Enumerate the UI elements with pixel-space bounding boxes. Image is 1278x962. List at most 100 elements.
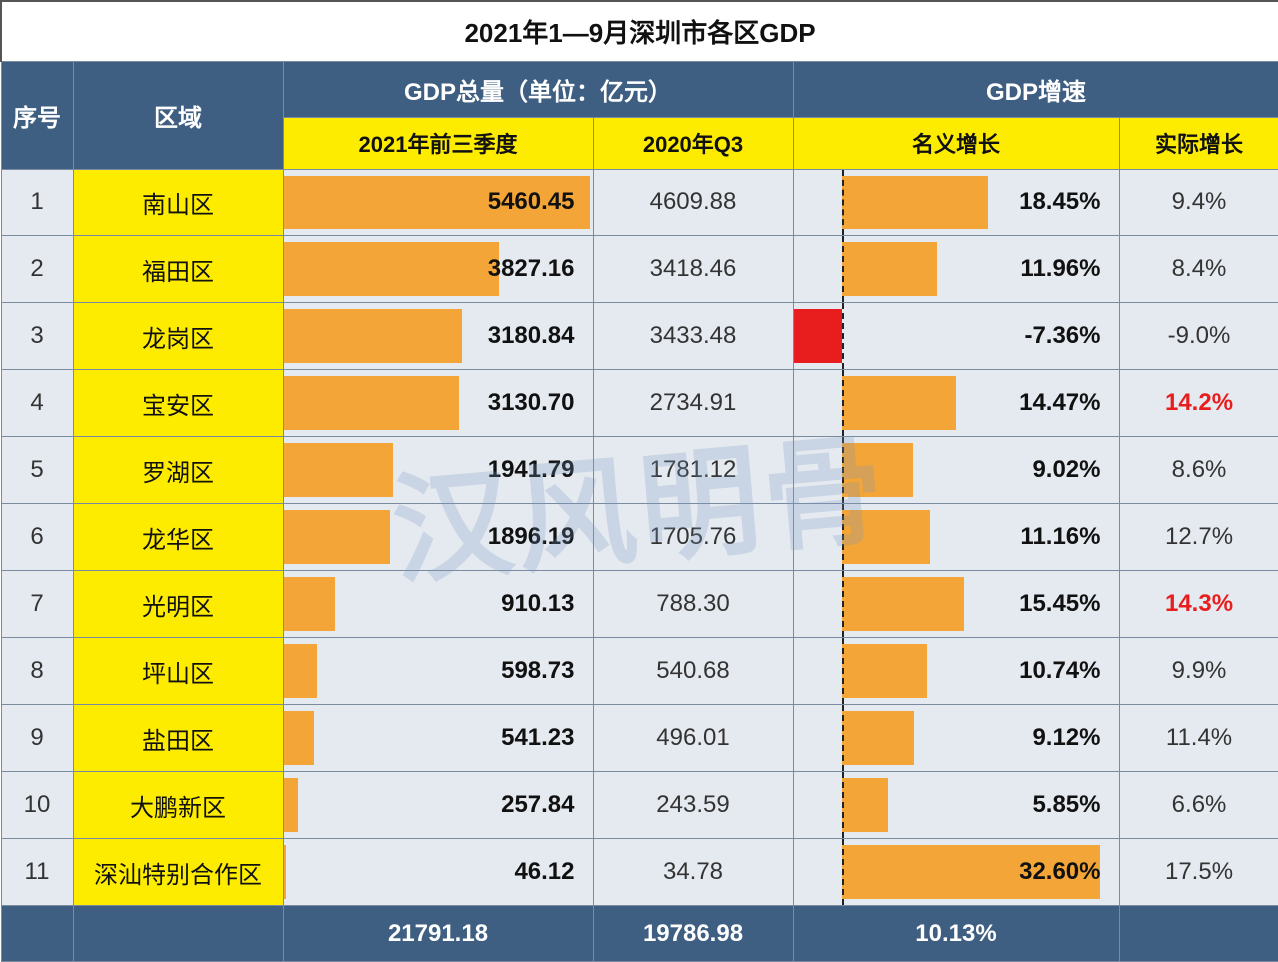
cell-rank: 8 [1,638,73,705]
total-blank-rank [1,906,73,962]
total-blank-real [1119,906,1278,962]
cell-nominal-growth: 9.02% [793,437,1119,504]
nominal-value: -7.36% [794,324,1119,348]
cell-nominal-growth: 11.16% [793,504,1119,571]
header-gdp-2020: 2020年Q3 [593,117,793,169]
real-value: 12.7% [1165,523,1233,550]
cell-real-growth: 9.9% [1119,638,1278,705]
real-value: 8.6% [1172,456,1227,483]
cell-rank: 9 [1,705,73,772]
table-row: 11深汕特别合作区46.1234.7832.60%17.5% [1,839,1278,906]
nominal-value: 11.16% [794,525,1119,549]
gdp-2021-value: 3130.70 [284,391,593,415]
header-gdp-total-group: GDP总量（单位：亿元） [283,61,793,117]
cell-rank: 6 [1,504,73,571]
gdp-2021-value: 910.13 [284,592,593,616]
gdp-2021-value: 5460.45 [284,190,593,214]
nominal-value: 9.12% [794,726,1119,750]
cell-gdp-2020: 788.30 [593,571,793,638]
table-row: 6龙华区1896.191705.7611.16%12.7% [1,504,1278,571]
real-value: 8.4% [1172,255,1227,282]
gdp-2021-value: 1896.19 [284,525,593,549]
table-row: 1南山区5460.454609.8818.45%9.4% [1,169,1278,236]
cell-gdp-2020: 540.68 [593,638,793,705]
cell-gdp-2020: 3418.46 [593,236,793,303]
total-blank-region [73,906,283,962]
gdp-table: 2021年1—9月深圳市各区GDP 序号 区域 GDP总量（单位：亿元） GDP… [0,0,1278,962]
cell-real-growth: 8.6% [1119,437,1278,504]
table-row: 2福田区3827.163418.4611.96%8.4% [1,236,1278,303]
cell-region: 罗湖区 [73,437,283,504]
gdp-2021-value: 541.23 [284,726,593,750]
nominal-value: 9.02% [794,458,1119,482]
nominal-value: 10.74% [794,659,1119,683]
table-row: 8坪山区598.73540.6810.74% 9.9% [1,638,1278,705]
gdp-2021-value: 1941.79 [284,458,593,482]
real-value: -9.0% [1168,322,1231,349]
nominal-value: 32.60% [794,860,1119,884]
cell-region: 坪山区 [73,638,283,705]
cell-nominal-growth: 18.45% [793,169,1119,236]
cell-real-growth: 6.6% [1119,772,1278,839]
cell-real-growth: 17.5% [1119,839,1278,906]
gdp-2021-value: 3180.84 [284,324,593,348]
cell-rank: 3 [1,303,73,370]
cell-gdp-2020: 1705.76 [593,504,793,571]
cell-gdp-2020: 2734.91 [593,370,793,437]
header-rank: 序号 [1,61,73,169]
header-gdp-2021: 2021年前三季度 [283,117,593,169]
real-value: 11.4% [1166,724,1232,751]
nominal-value: 14.47% [794,391,1119,415]
cell-nominal-growth: 10.74% [793,638,1119,705]
cell-gdp-2020: 1781.12 [593,437,793,504]
real-value: 9.4% [1172,188,1227,215]
cell-gdp-2021: 910.13 [283,571,593,638]
cell-real-growth: 14.3% [1119,571,1278,638]
cell-region: 大鹏新区 [73,772,283,839]
cell-real-growth: 12.7% [1119,504,1278,571]
real-value: 17.5% [1165,858,1233,885]
gdp-2021-value: 46.12 [284,860,593,884]
table-row: 10大鹏新区257.84243.595.85%6.6% [1,772,1278,839]
cell-region: 南山区 [73,169,283,236]
cell-nominal-growth: 5.85% [793,772,1119,839]
cell-gdp-2021: 598.73 [283,638,593,705]
nominal-value: 5.85% [794,793,1119,817]
real-value: 6.6% [1172,791,1227,818]
header-nominal-growth: 名义增长 [793,117,1119,169]
cell-region: 龙岗区 [73,303,283,370]
nominal-value: 15.45% [794,592,1119,616]
cell-gdp-2021: 541.23 [283,705,593,772]
cell-nominal-growth: 15.45% [793,571,1119,638]
gdp-2021-value: 257.84 [284,793,593,817]
cell-nominal-growth: 14.47% [793,370,1119,437]
real-value: 14.3% [1165,590,1233,617]
gdp-2021-value: 598.73 [284,659,593,683]
cell-gdp-2021: 3180.84 [283,303,593,370]
cell-gdp-2021: 257.84 [283,772,593,839]
cell-rank: 1 [1,169,73,236]
real-value: 9.9% [1172,657,1227,684]
cell-gdp-2021: 3130.70 [283,370,593,437]
table-row: 7光明区910.13788.3015.45%14.3% [1,571,1278,638]
total-gdp-2021: 21791.18 [283,906,593,962]
gdp-2021-value: 3827.16 [284,257,593,281]
cell-rank: 5 [1,437,73,504]
cell-gdp-2021: 5460.45 [283,169,593,236]
real-value: 14.2% [1165,389,1233,416]
cell-nominal-growth: 11.96% [793,236,1119,303]
header-real-growth: 实际增长 [1119,117,1278,169]
cell-gdp-2021: 1896.19 [283,504,593,571]
cell-region: 盐田区 [73,705,283,772]
cell-gdp-2021: 46.12 [283,839,593,906]
cell-region: 深汕特别合作区 [73,839,283,906]
cell-region: 宝安区 [73,370,283,437]
table-row: 3龙岗区3180.843433.48-7.36% -9.0% [1,303,1278,370]
cell-gdp-2021: 3827.16 [283,236,593,303]
cell-gdp-2020: 496.01 [593,705,793,772]
header-region: 区域 [73,61,283,169]
cell-gdp-2020: 3433.48 [593,303,793,370]
gdp-table-container: 汉风明骨 2021年1—9月深圳市各区GDP 序号 区域 GDP总量（单位：亿元… [0,0,1278,962]
cell-region: 福田区 [73,236,283,303]
cell-rank: 11 [1,839,73,906]
